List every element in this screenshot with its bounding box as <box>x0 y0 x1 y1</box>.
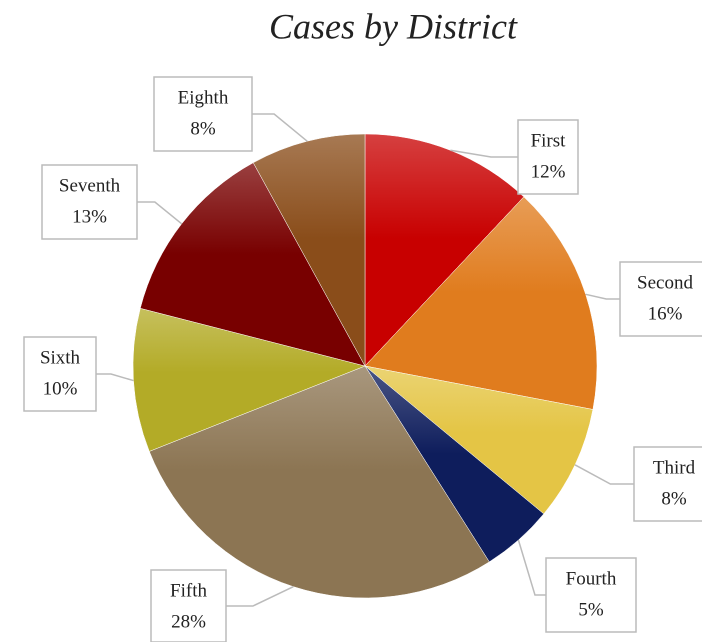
slice-label: Seventh <box>59 175 121 196</box>
slice-label: Fourth <box>566 568 617 589</box>
label-box <box>23 336 97 412</box>
slice-value-label: 8% <box>661 488 687 509</box>
pie-slice <box>139 162 366 367</box>
slice-value-label: 16% <box>648 303 683 324</box>
slice-value-label: 5% <box>578 599 604 620</box>
slice-label: Eighth <box>178 87 229 108</box>
pie-slice <box>148 365 490 599</box>
slice-value-label: 8% <box>190 118 216 139</box>
leader-line <box>517 539 546 596</box>
leader-line <box>252 113 308 142</box>
slice-label: Third <box>653 457 696 478</box>
pie-slice <box>132 307 366 452</box>
leader-line <box>96 373 134 382</box>
label-box <box>517 119 579 195</box>
pie-slice <box>364 196 598 410</box>
label-box <box>150 569 227 642</box>
leader-line <box>137 201 183 225</box>
label-box <box>619 261 702 337</box>
slice-label: First <box>531 130 567 151</box>
leader-line <box>585 293 620 300</box>
slice-value-label: 10% <box>43 378 78 399</box>
label-box <box>545 557 637 633</box>
pie-slice <box>364 133 525 367</box>
slice-label: Sixth <box>40 347 81 368</box>
label-box <box>153 76 253 152</box>
chart-title: Cases by District <box>269 6 518 46</box>
slice-value-label: 13% <box>72 206 107 227</box>
leader-line <box>450 149 518 158</box>
label-box <box>633 446 702 522</box>
slice-value-label: 28% <box>171 611 206 632</box>
pie-slice <box>364 365 594 515</box>
label-box <box>41 164 138 240</box>
leader-line <box>226 585 294 607</box>
slice-label: Second <box>637 272 693 293</box>
slice-value-label: 12% <box>531 161 566 182</box>
slice-label: Fifth <box>170 580 207 601</box>
leader-line <box>574 464 634 485</box>
